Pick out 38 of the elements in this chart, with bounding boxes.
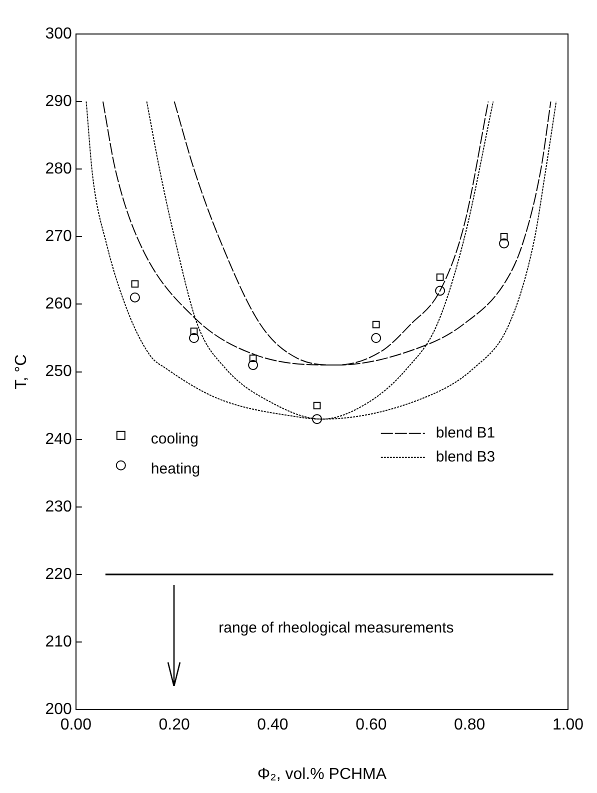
point bbox=[249, 354, 257, 362]
point bbox=[371, 333, 382, 344]
point bbox=[312, 414, 322, 424]
legend-label: blend B1 bbox=[436, 424, 496, 442]
point bbox=[189, 333, 199, 344]
point bbox=[500, 233, 508, 240]
y-tick-label: 230 bbox=[45, 498, 72, 516]
y-tick-label: 200 bbox=[45, 701, 72, 718]
y-tick-label: 290 bbox=[45, 92, 72, 110]
y-tick-label: 250 bbox=[45, 363, 72, 380]
annotation: range of rheological measurements bbox=[218, 620, 454, 637]
point bbox=[435, 286, 446, 296]
x-tick-label: 0.60 bbox=[356, 716, 387, 734]
y-tick-label: 260 bbox=[45, 296, 72, 313]
legend-label: blend B3 bbox=[436, 448, 496, 466]
legend-label: heating bbox=[150, 460, 200, 478]
y-tick-label: 300 bbox=[45, 25, 72, 42]
y-tick-label: 280 bbox=[45, 160, 72, 178]
point bbox=[313, 402, 321, 410]
y-axis-title: T, °C bbox=[13, 354, 30, 390]
y-tick-label: 240 bbox=[45, 430, 72, 448]
x-tick-label: 0.00 bbox=[60, 716, 92, 734]
point bbox=[248, 360, 258, 370]
x-axis-title: Φ₂, vol.% PCHMA bbox=[257, 766, 387, 783]
x-tick-label: 0.40 bbox=[257, 716, 288, 734]
y-tick-label: 220 bbox=[45, 566, 72, 583]
point bbox=[130, 292, 140, 302]
point bbox=[372, 320, 380, 328]
x-tick-label: 1.00 bbox=[552, 716, 584, 734]
point bbox=[131, 280, 139, 288]
x-tick-label: 0.80 bbox=[454, 716, 486, 734]
x-tick-label: 0.20 bbox=[158, 716, 190, 734]
point bbox=[499, 238, 510, 248]
y-tick-label: 270 bbox=[45, 228, 72, 246]
point bbox=[190, 328, 198, 335]
legend-label: cooling bbox=[150, 430, 198, 448]
point bbox=[436, 274, 444, 281]
y-tick-label: 210 bbox=[45, 633, 72, 650]
